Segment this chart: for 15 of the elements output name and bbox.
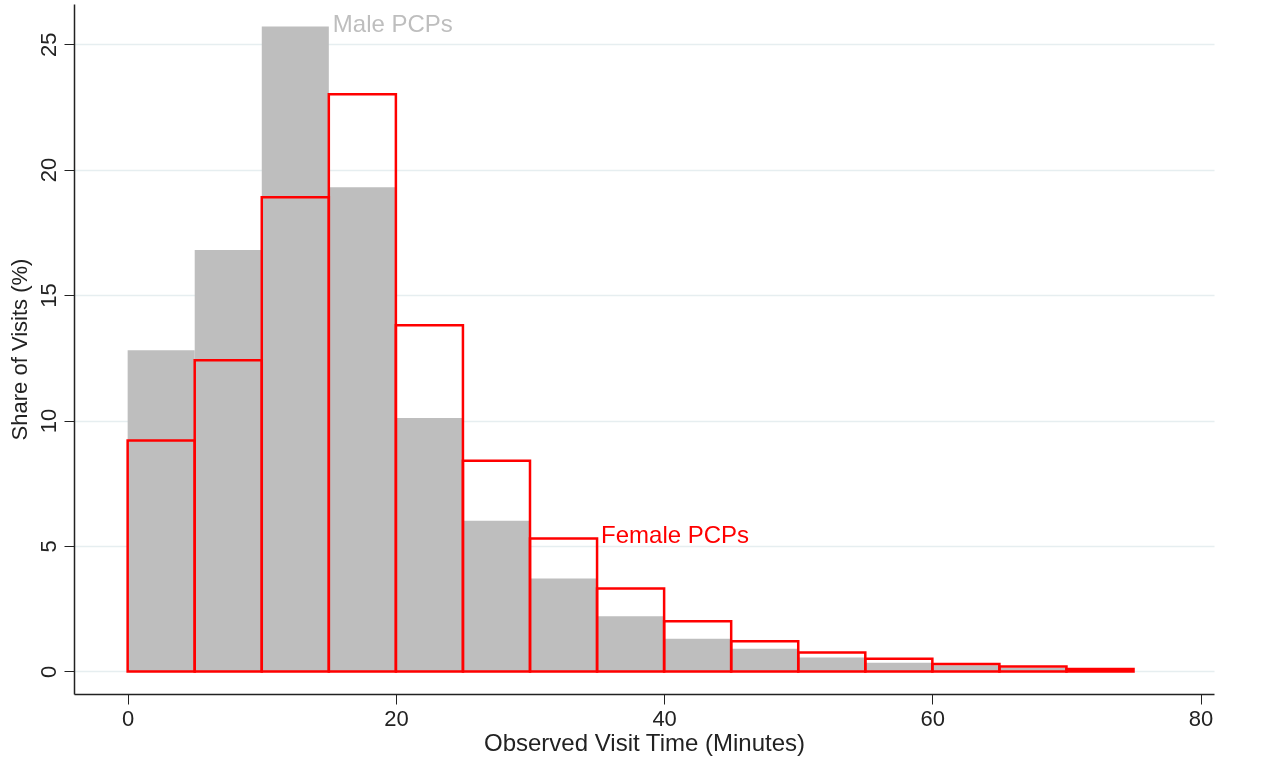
x-tick-label: 80 — [1188, 705, 1214, 731]
y-tick-label: 20 — [35, 157, 61, 183]
x-tick-label: 20 — [384, 705, 409, 731]
y-tick-label: 0 — [35, 665, 61, 679]
x-axis-title: Observed Visit Time (Minutes) — [484, 728, 805, 756]
y-axis-title: Share of Visits (%) — [6, 258, 32, 441]
x-tick-label: 60 — [920, 705, 946, 731]
y-tick-label: 5 — [35, 540, 61, 553]
y-tick-label: 25 — [35, 32, 61, 57]
x-tick-label: 0 — [122, 705, 135, 731]
annotation: Male PCPs — [332, 9, 453, 37]
y-tick-label: 15 — [35, 283, 61, 308]
annotation: Female PCPs — [601, 521, 750, 549]
y-tick-label: 10 — [35, 408, 61, 434]
x-tick-label: 40 — [652, 705, 677, 731]
